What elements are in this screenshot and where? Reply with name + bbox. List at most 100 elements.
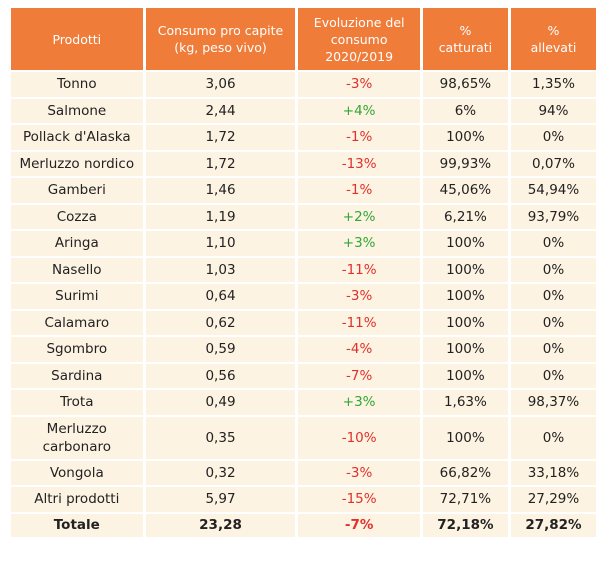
caught-cell: 6% xyxy=(422,98,508,123)
caught-cell: 100% xyxy=(422,284,508,309)
consumption-cell: 1,46 xyxy=(145,178,296,203)
evolution-cell: -3% xyxy=(298,460,420,485)
product-cell: Calamaro xyxy=(11,310,143,335)
total-farmed: 27,82% xyxy=(510,513,596,537)
product-cell: Merluzzo carbonaro xyxy=(11,416,143,459)
consumption-cell: 5,97 xyxy=(145,487,296,512)
consumption-cell: 0,49 xyxy=(145,390,296,415)
farmed-cell: 0% xyxy=(510,416,596,459)
farmed-cell: 54,94% xyxy=(510,178,596,203)
consumption-cell: 1,72 xyxy=(145,125,296,150)
table-row: Sardina 0,56 -7% 100% 0% xyxy=(11,363,596,388)
evolution-cell: -15% xyxy=(298,487,420,512)
product-cell: Trota xyxy=(11,390,143,415)
evolution-cell: -3% xyxy=(298,72,420,97)
table-row: Nasello 1,03 -11% 100% 0% xyxy=(11,257,596,282)
header-row: Prodotti Consumo pro capite (kg, peso viv… xyxy=(11,8,596,70)
farmed-cell: 98,37% xyxy=(510,390,596,415)
product-cell: Tonno xyxy=(11,72,143,97)
caught-cell: 66,82% xyxy=(422,460,508,485)
farmed-cell: 93,79% xyxy=(510,204,596,229)
caught-cell: 100% xyxy=(422,416,508,459)
consumption-cell: 1,72 xyxy=(145,151,296,176)
table-row: Cozza 1,19 +2% 6,21% 93,79% xyxy=(11,204,596,229)
evolution-cell: -10% xyxy=(298,416,420,459)
farmed-cell: 0% xyxy=(510,284,596,309)
evolution-cell: -1% xyxy=(298,125,420,150)
evolution-cell: +2% xyxy=(298,204,420,229)
consumption-cell: 0,32 xyxy=(145,460,296,485)
evolution-cell: +3% xyxy=(298,390,420,415)
total-evolution: -7% xyxy=(298,513,420,537)
table-row: Trota 0,49 +3% 1,63% 98,37% xyxy=(11,390,596,415)
product-cell: Pollack d'Alaska xyxy=(11,125,143,150)
farmed-cell: 0% xyxy=(510,310,596,335)
table-row: Surimi 0,64 -3% 100% 0% xyxy=(11,284,596,309)
caught-cell: 100% xyxy=(422,337,508,362)
table-row: Altri prodotti 5,97 -15% 72,71% 27,29% xyxy=(11,487,596,512)
product-cell: Aringa xyxy=(11,231,143,256)
consumption-cell: 0,59 xyxy=(145,337,296,362)
table-row: Merluzzo carbonaro 0,35 -10% 100% 0% xyxy=(11,416,596,459)
consumption-cell: 0,64 xyxy=(145,284,296,309)
consumption-cell: 1,19 xyxy=(145,204,296,229)
product-cell: Altri prodotti xyxy=(11,487,143,512)
farmed-cell: 27,29% xyxy=(510,487,596,512)
farmed-cell: 0% xyxy=(510,363,596,388)
table-row: Tonno 3,06 -3% 98,65% 1,35% xyxy=(11,72,596,97)
total-label: Totale xyxy=(11,513,143,537)
consumption-cell: 1,03 xyxy=(145,257,296,282)
farmed-cell: 1,35% xyxy=(510,72,596,97)
table-row: Salmone 2,44 +4% 6% 94% xyxy=(11,98,596,123)
total-consumption: 23,28 xyxy=(145,513,296,537)
header-products: Prodotti xyxy=(11,8,143,70)
evolution-cell: -1% xyxy=(298,178,420,203)
table-row: Pollack d'Alaska 1,72 -1% 100% 0% xyxy=(11,125,596,150)
evolution-cell: -3% xyxy=(298,284,420,309)
consumption-cell: 1,10 xyxy=(145,231,296,256)
table-row: Calamaro 0,62 -11% 100% 0% xyxy=(11,310,596,335)
evolution-cell: +4% xyxy=(298,98,420,123)
caught-cell: 45,06% xyxy=(422,178,508,203)
caught-cell: 72,71% xyxy=(422,487,508,512)
consumption-cell: 0,56 xyxy=(145,363,296,388)
caught-cell: 100% xyxy=(422,231,508,256)
product-cell: Gamberi xyxy=(11,178,143,203)
consumption-cell: 0,62 xyxy=(145,310,296,335)
farmed-cell: 0% xyxy=(510,125,596,150)
evolution-cell: -11% xyxy=(298,310,420,335)
caught-cell: 99,93% xyxy=(422,151,508,176)
caught-cell: 1,63% xyxy=(422,390,508,415)
evolution-cell: +3% xyxy=(298,231,420,256)
table-row: Sgombro 0,59 -4% 100% 0% xyxy=(11,337,596,362)
header-farmed: % allevati xyxy=(510,8,596,70)
caught-cell: 100% xyxy=(422,363,508,388)
farmed-cell: 94% xyxy=(510,98,596,123)
product-cell: Nasello xyxy=(11,257,143,282)
table-row: Vongola 0,32 -3% 66,82% 33,18% xyxy=(11,460,596,485)
consumption-cell: 3,06 xyxy=(145,72,296,97)
consumption-cell: 0,35 xyxy=(145,416,296,459)
farmed-cell: 33,18% xyxy=(510,460,596,485)
farmed-cell: 0% xyxy=(510,337,596,362)
farmed-cell: 0% xyxy=(510,257,596,282)
product-cell: Vongola xyxy=(11,460,143,485)
product-cell: Salmone xyxy=(11,98,143,123)
caught-cell: 100% xyxy=(422,257,508,282)
total-row: Totale 23,28 -7% 72,18% 27,82% xyxy=(11,513,596,537)
table-row: Aringa 1,10 +3% 100% 0% xyxy=(11,231,596,256)
caught-cell: 100% xyxy=(422,310,508,335)
consumption-cell: 2,44 xyxy=(145,98,296,123)
header-evolution: Evoluzione del consumo 2020/2019 xyxy=(298,8,420,70)
total-caught: 72,18% xyxy=(422,513,508,537)
header-consumption: Consumo pro capite (kg, peso vivo) xyxy=(145,8,296,70)
seafood-consumption-table-container: Prodotti Consumo pro capite (kg, peso viv… xyxy=(8,6,599,539)
product-cell: Sgombro xyxy=(11,337,143,362)
product-cell: Surimi xyxy=(11,284,143,309)
farmed-cell: 0,07% xyxy=(510,151,596,176)
product-cell: Cozza xyxy=(11,204,143,229)
table-row: Merluzzo nordico 1,72 -13% 99,93% 0,07% xyxy=(11,151,596,176)
caught-cell: 98,65% xyxy=(422,72,508,97)
evolution-cell: -11% xyxy=(298,257,420,282)
header-caught: % catturati xyxy=(422,8,508,70)
